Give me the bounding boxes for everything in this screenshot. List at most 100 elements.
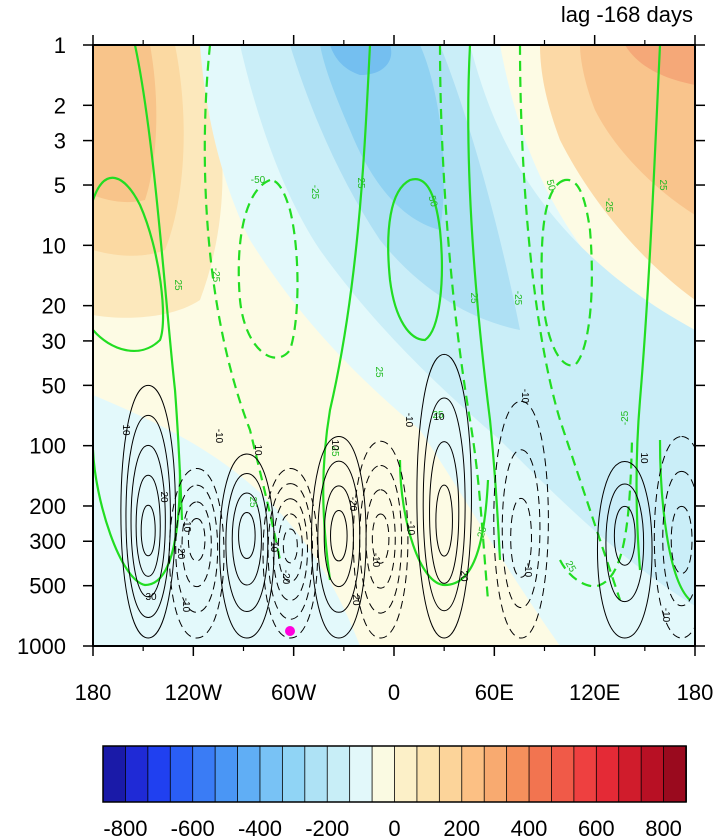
black-contour-neg-dashed [187,518,206,562]
black-contour-neg-dashed [493,400,549,639]
y-tick-label: 100 [29,434,66,459]
colorbar-label: 800 [645,816,682,838]
green-contour-label: -50 [251,175,266,186]
field-band-pos-3 [93,45,157,203]
contour-label-layer: 25 -25 -50 -25 25 50 25 -25 50 -25 25 25… [120,175,671,623]
green-contour-pos [467,45,502,561]
black-contour-pos [422,397,466,612]
green-contour-label: 25 [432,410,444,421]
colorbar-swatch [640,745,665,803]
colorbar-swatch [663,745,687,803]
black-contour-label: -10 [370,553,381,568]
black-contour-label: -10 [660,608,671,623]
black-contour-label: -10 [522,563,533,578]
y-tick-label: 1000 [17,634,66,659]
colorbar-swatch [237,745,261,803]
black-contour-label: -20 [347,497,358,512]
black-contour-neg-dashed [262,467,319,639]
colorbar-swatch [416,745,441,803]
black-contour-pos [130,444,166,598]
y-tick-label: 500 [29,574,66,599]
green-contour-lower-arc [658,439,691,601]
colorbar-swatch [349,745,373,803]
black-contour-pos [311,435,367,639]
green-contour-label: 50 [426,195,440,209]
reference-point-marker [285,626,295,636]
black-contour-label: 20 [350,594,361,606]
black-contour-neg-dashed [359,464,402,614]
black-contour-label: 20 [458,570,469,582]
green-contour-label: 50 [544,179,558,193]
black-contour-pos [317,460,361,613]
black-contour-neg-dashed [267,483,314,620]
green-contour-lower-arc [398,459,490,587]
green-contour-label: -25 [210,268,221,283]
y-tick-label: 20 [42,294,66,319]
black-contour-neg-dashed [175,484,219,613]
black-contour-neg-dashed [662,470,695,607]
green-contour-neg-dashed-loop [540,178,593,367]
black-contour-label: 20 [158,491,169,503]
green-contour-label: 25 [355,177,366,189]
colorbar-label: 600 [578,816,615,838]
black-contour-pos [429,441,460,584]
colorbar-swatch [214,745,239,803]
colorbar-swatch [595,745,620,803]
green-contour-label: 25 [172,279,183,291]
black-contour-label: 10 [638,452,649,464]
black-contour-pos [605,483,645,603]
colorbar: -800 -600 -400 -200 0 200 400 600 800 [102,745,687,838]
y-axis: 1 2 3 5 10 20 30 50 100 200 300 500 1000 [17,33,705,659]
black-contour-pos [140,504,156,557]
shaded-field [93,45,695,646]
black-contour-pos [596,461,653,639]
x-tick-label: 60W [271,680,316,705]
black-contour-neg-dashed [501,449,541,609]
chart-title: lag -168 days [561,2,693,27]
black-contour-neg-dashed [670,505,693,575]
black-contour-pos [120,384,176,639]
y-tick-label: 2 [54,93,66,118]
field-band-neg-6 [330,45,392,75]
green-contour-label: 25 [329,445,340,457]
colorbar-swatch [461,745,486,803]
black-contour-neg-dashed [352,440,409,639]
x-tick-label: 120W [165,680,223,705]
y-tick-label: 3 [54,129,66,154]
colorbar-label: 200 [443,816,480,838]
black-contour-neg-dashed [181,501,212,588]
black-contour-neg-dashed [272,498,308,601]
black-contour-pos [231,492,262,586]
y-tick-label: 10 [42,233,66,258]
field-band-neg-5 [320,45,444,230]
colorbar-swatch [125,745,149,803]
y-tick-label: 1 [54,33,66,58]
black-contour-label: -10 [181,518,192,533]
green-contour-pos [322,45,372,581]
green-contour-label: 25 [468,292,479,304]
black-contour-label: 30 [145,592,157,603]
black-contour-label: -20 [175,545,186,560]
colorbar-swatch [304,745,329,803]
black-contour-label: -10 [268,538,279,553]
green-contour-neg-dashed [518,45,622,601]
colorbar-swatch [528,745,553,803]
black-contour-neg-dashed [653,435,695,639]
black-contour-pos [135,474,161,577]
green-contour-closed-center [387,177,443,342]
green-contour-label: -25 [309,185,320,200]
colorbar-swatch [259,745,284,803]
green-contour-lower-arc-dashed [559,439,634,588]
colorbar-swatch [618,745,643,803]
green-contour-pos [133,45,184,521]
black-contour-pos [613,505,636,566]
colorbar-swatch [551,745,575,803]
green-contour-pos [635,45,662,571]
colorbar-swatch [371,745,396,803]
black-contour-label: -10 [180,598,191,613]
green-contour-closed-left [93,176,165,352]
black-contour-pos [330,510,348,562]
black-contour-pos [435,484,453,557]
black-contour-pos [125,414,171,618]
